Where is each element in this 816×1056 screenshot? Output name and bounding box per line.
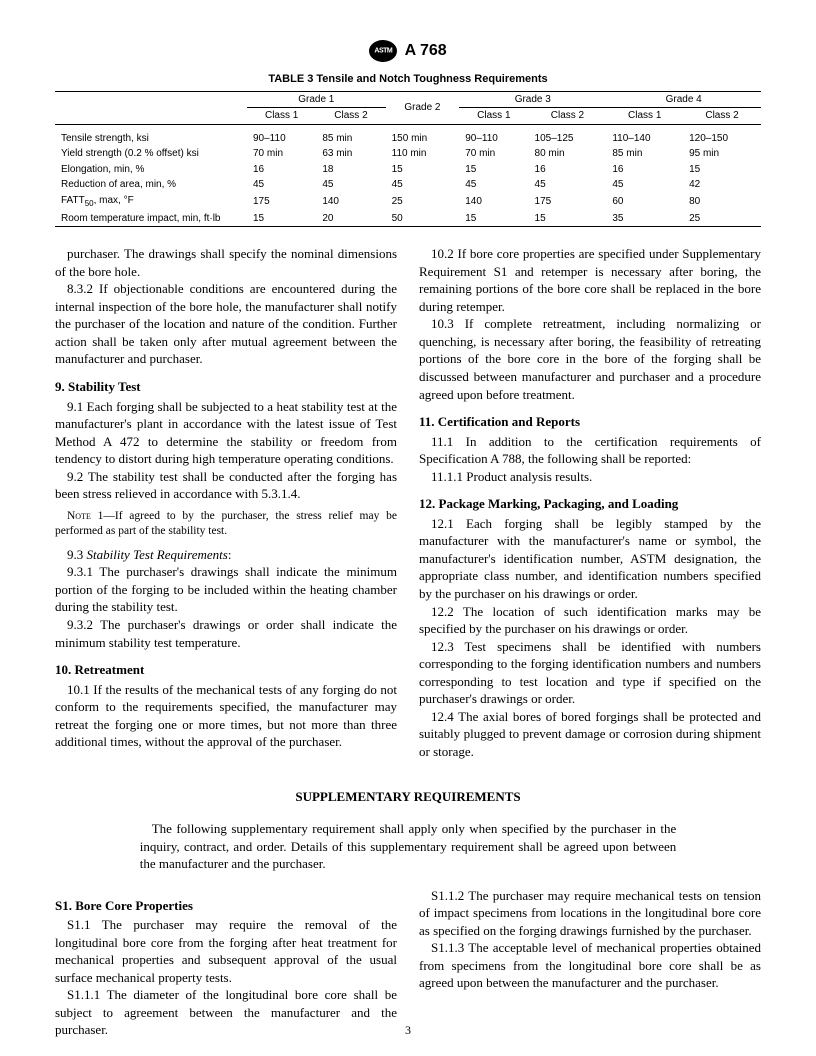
requirements-table: Grade 1 Grade 2 Grade 3 Grade 4 Class 1 … bbox=[55, 91, 761, 227]
para-9-3: 9.3 Stability Test Requirements: bbox=[55, 546, 397, 564]
table-row: FATT50, max, °F175140251401756080 bbox=[55, 193, 761, 211]
table-title: TABLE 3 Tensile and Notch Toughness Requ… bbox=[55, 72, 761, 87]
para-10-1: 10.1 If the results of the mechanical te… bbox=[55, 681, 397, 751]
para-12-4: 12.4 The axial bores of bored forgings s… bbox=[419, 708, 761, 761]
supp-columns: S1. Bore Core Properties S1.1 The purcha… bbox=[55, 887, 761, 1039]
para-9-2: 9.2 The stability test shall be conducte… bbox=[55, 468, 397, 503]
para-9-1: 9.1 Each forging shall be subjected to a… bbox=[55, 398, 397, 468]
para-12-3: 12.3 Test specimens shall be identified … bbox=[419, 638, 761, 708]
para-9-3-2: 9.3.2 The purchaser's drawings or order … bbox=[55, 616, 397, 651]
note-1: Note 1—If agreed to by the purchaser, th… bbox=[55, 509, 397, 540]
para-11-1-1: 11.1.1 Product analysis results. bbox=[419, 468, 761, 486]
heading-9: 9. Stability Test bbox=[55, 378, 397, 396]
spec-number: A 768 bbox=[405, 40, 447, 62]
table-row: Reduction of area, min, %45454545454542 bbox=[55, 177, 761, 193]
para-8-3-2: 8.3.2 If objectionable conditions are en… bbox=[55, 280, 397, 368]
table-row: Yield strength (0.2 % offset) ksi70 min6… bbox=[55, 146, 761, 162]
astm-logo-icon bbox=[369, 40, 397, 62]
para-12-2: 12.2 The location of such identification… bbox=[419, 603, 761, 638]
col-grade1: Grade 1 bbox=[247, 91, 386, 108]
body-columns: purchaser. The drawings shall specify th… bbox=[55, 245, 761, 760]
col-grade2: Grade 2 bbox=[386, 91, 460, 124]
para-10-3: 10.3 If complete retreatment, including … bbox=[419, 315, 761, 403]
para-11-1: 11.1 In addition to the certification re… bbox=[419, 433, 761, 468]
heading-s1: S1. Bore Core Properties bbox=[55, 897, 397, 915]
page-header: A 768 bbox=[55, 40, 761, 62]
para-10-2: 10.2 If bore core properties are specifi… bbox=[419, 245, 761, 315]
col-grade4: Grade 4 bbox=[606, 91, 761, 108]
para-8-3-1-cont: purchaser. The drawings shall specify th… bbox=[55, 245, 397, 280]
para-s1-1-3: S1.1.3 The acceptable level of mechanica… bbox=[419, 939, 761, 992]
page-number: 3 bbox=[0, 1022, 816, 1038]
para-12-1: 12.1 Each forging shall be legibly stamp… bbox=[419, 515, 761, 603]
table-row: Tensile strength, ksi90–11085 min150 min… bbox=[55, 131, 761, 147]
para-9-3-1: 9.3.1 The purchaser's drawings shall ind… bbox=[55, 563, 397, 616]
heading-12: 12. Package Marking, Packaging, and Load… bbox=[419, 495, 761, 513]
supplementary-title: SUPPLEMENTARY REQUIREMENTS bbox=[55, 788, 761, 806]
para-s1-1: S1.1 The purchaser may require the remov… bbox=[55, 916, 397, 986]
heading-10: 10. Retreatment bbox=[55, 661, 397, 679]
table-row: Elongation, min, %16181515161615 bbox=[55, 162, 761, 178]
supplementary-intro: The following supplementary requirement … bbox=[140, 820, 677, 873]
table-row: Room temperature impact, min, ft·lb15205… bbox=[55, 211, 761, 227]
col-grade3: Grade 3 bbox=[459, 91, 606, 108]
para-s1-1-2: S1.1.2 The purchaser may require mechani… bbox=[419, 887, 761, 940]
heading-11: 11. Certification and Reports bbox=[419, 413, 761, 431]
